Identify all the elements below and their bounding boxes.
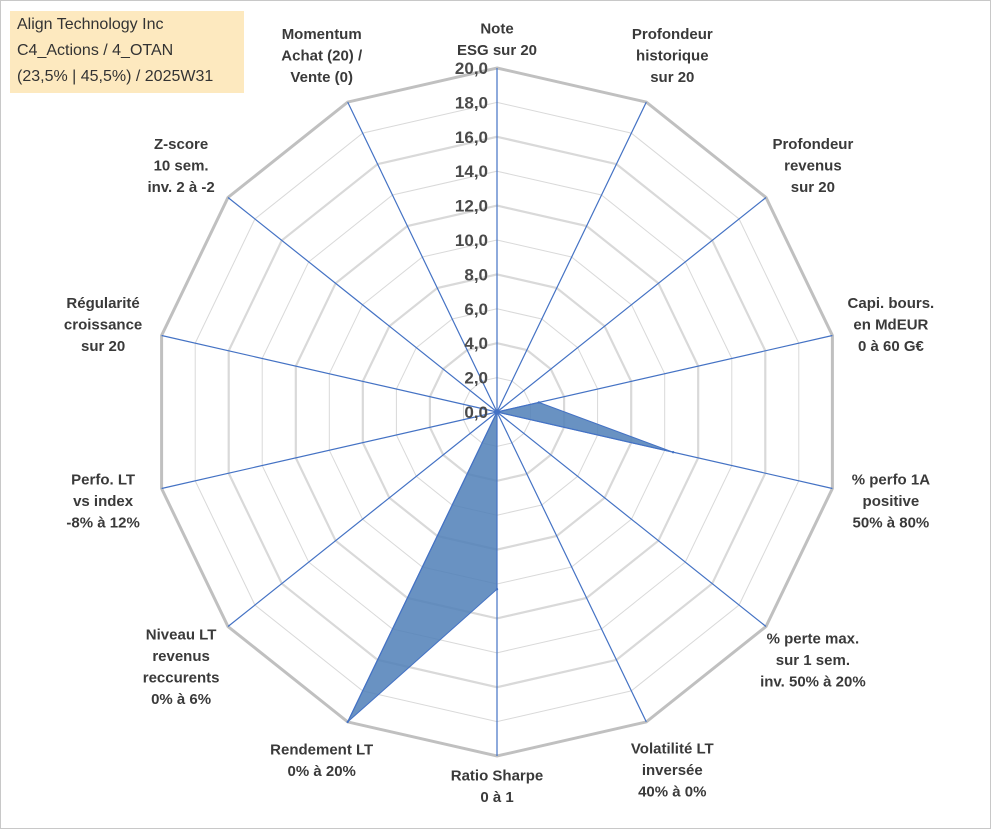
spoke-6	[496, 411, 647, 723]
axis-label-6: Volatilité LT inversée 40% à 0%	[631, 740, 714, 800]
radar-axis-labels: Note ESG sur 20 Profondeur historique sur 20…	[64, 21, 934, 807]
tick-label-2: 4,0	[464, 334, 488, 353]
axis-label-13: Momentum Achat (20) / Vente (0)	[281, 26, 363, 86]
tick-label-0: 0,0	[464, 403, 488, 422]
tick-label-10: 20,0	[455, 59, 488, 78]
spoke-13	[347, 101, 498, 413]
radar-series	[346, 401, 675, 724]
spoke-11	[161, 334, 498, 413]
tick-label-7: 14,0	[455, 162, 488, 181]
spoke-3	[496, 334, 833, 413]
axis-label-5: % perte max. sur 1 sem. inv. 50% à 20%	[760, 630, 866, 690]
tick-label-1: 2,0	[464, 369, 488, 388]
tick-label-8: 16,0	[455, 128, 488, 147]
spoke-8	[347, 411, 498, 723]
tick-label-6: 12,0	[455, 197, 488, 216]
axis-label-2: Profondeur revenus sur 20	[772, 136, 853, 196]
spoke-4	[496, 411, 833, 490]
info-box: Align Technology Inc C4_Actions / 4_OTAN…	[10, 11, 244, 93]
axis-label-3: Capi. bours. en MdEUR 0 à 60 G€	[848, 295, 935, 355]
axis-label-10: Perfo. LT vs index -8% à 12%	[66, 471, 139, 531]
axis-label-0: Note ESG sur 20	[457, 21, 537, 60]
spoke-12	[227, 197, 498, 413]
axis-label-1: Profondeur historique sur 20	[632, 26, 713, 86]
spoke-1	[496, 101, 647, 413]
tick-label-3: 6,0	[464, 300, 488, 319]
tick-label-4: 8,0	[464, 265, 488, 284]
spoke-2	[496, 197, 767, 413]
spoke-9	[227, 411, 498, 627]
tick-label-5: 10,0	[455, 231, 488, 250]
axis-label-8: Rendement LT 0% à 20%	[270, 741, 373, 780]
info-line-scores: (23,5% | 45,5%) / 2025W31	[17, 68, 214, 85]
tick-label-9: 18,0	[455, 93, 488, 112]
spoke-5	[496, 411, 767, 627]
info-line-company: Align Technology Inc	[17, 16, 164, 33]
radar-spokes	[161, 68, 833, 756]
info-line-category: C4_Actions / 4_OTAN	[17, 42, 174, 59]
spoke-10	[161, 411, 498, 490]
axis-label-11: Régularité croissance sur 20	[64, 295, 142, 355]
series-area-0	[347, 401, 674, 723]
radar-tick-labels: 0,0 2,0 4,0 6,0 8,0 10,0 12,0 14,0 16,0 18,0 20,0	[455, 59, 488, 422]
axis-label-9: Niveau LT revenus reccurents 0% à 6%	[143, 626, 220, 708]
axis-label-12: Z-score 10 sem. inv. 2 à -2	[147, 136, 214, 196]
axis-label-4: % perfo 1A positive 50% à 80%	[852, 471, 931, 531]
axis-label-7: Ratio Sharpe 0 à 1	[451, 768, 544, 807]
